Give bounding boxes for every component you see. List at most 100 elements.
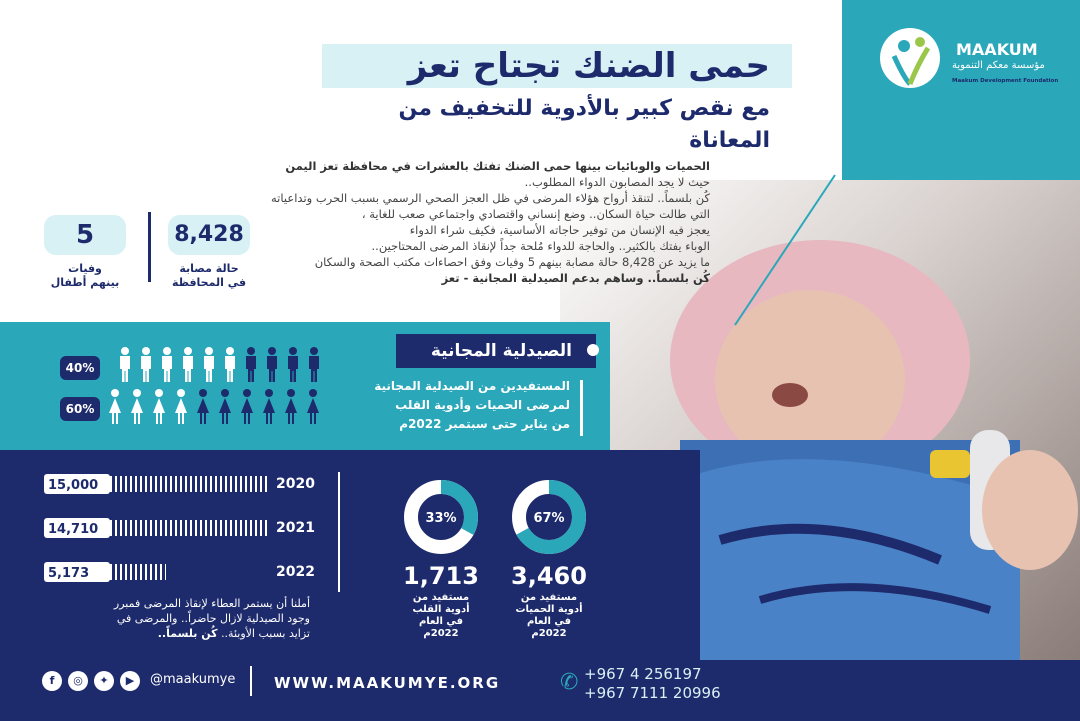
logo-icon [891,37,931,86]
female-figure-icon [307,389,319,424]
female-figure-icon [197,389,209,424]
donut-label: في العام [418,616,464,627]
year-value-box: 15,000 [44,474,110,494]
male-figure-icon [288,347,298,382]
year-bar-fill [110,564,166,580]
closing-bold: كُن بلسماً.. [157,627,218,640]
male-figure-icon [204,347,214,382]
subtitle-box: مع نقص كبير بالأدوية للتخفيف من المعاناة [322,93,792,153]
donut-pct: 33% [425,511,456,526]
female-figure-icon [153,389,165,424]
closing-line: وجود الصيدلية لازال حاضراً.. والمرضى في [116,612,310,625]
donut-label: أدوية القلب [412,604,470,615]
donut-chart: 67% [512,480,586,554]
twitter-icon[interactable]: ✦ [94,671,114,691]
male-figures [118,347,328,385]
female-figure-icon [109,389,121,424]
year-value-box: 14,710 [44,518,110,538]
youtube-icon[interactable]: ▶ [120,671,140,691]
phone-1[interactable]: +967 4 256197 [584,665,702,683]
pharmacy-desc-line: لمرضى الحميات وأدوية القلب [395,398,570,412]
cases-value: 8,428 [168,215,250,255]
donut-caption: مستفيد من أدوية القلب في العام 2022م [398,592,484,640]
desc-divider [580,380,583,436]
male-figure-icon [162,347,172,382]
pharmacy-desc-line: المستفيدين من الصيدلية المجانية [374,379,570,393]
intro-text: الحميات والوبائيات بينها حمى الضنك تفتك … [250,158,710,286]
cases-label-1: حالة مصابة [179,262,239,275]
donut-pct: 67% [533,511,564,526]
instagram-icon[interactable]: ◎ [68,671,88,691]
pharmacy-heading: الصيدلية المجانية [430,341,572,361]
baby-photo [560,180,1080,660]
closing-line: تزايد بسبب الأوبئة.. [221,627,310,640]
donut-charts: 67% 3,460 مستفيد من أدوية الحميات في العام 20… [390,478,587,658]
female-figure-icon [131,389,143,424]
deaths-value: 5 [44,215,126,255]
intro-line: ما يزيد عن 8,428 حالة مصابة بينهم 5 وفيا… [314,255,710,269]
donut-label: أدوية الحميات [515,604,583,615]
female-figure-icon [285,389,297,424]
donut-label: في العام [526,616,572,627]
female-figure-icon [263,389,275,424]
pharmacy-desc: المستفيدين من الصيدلية المجانية لمرضى ال… [344,377,570,434]
donut-value: 3,460 [511,562,587,590]
phone-icon: ✆ [560,670,579,695]
intro-line: الوباء يفتك بالكثير.. والحاجة للدواء مُل… [371,239,710,253]
female-figures [108,389,328,427]
brand-subtitle: Maakum Development Foundation [952,78,1059,84]
footer-divider [250,666,252,696]
facebook-icon[interactable]: f [42,671,62,691]
year-label: 2021 [276,520,315,536]
female-figure-icon [241,389,253,424]
social-icons: f ◎ ✦ ▶ [42,671,140,691]
male-figure-icon [183,347,193,382]
intro-line: حيث لا يجد المصابون الدواء المطلوب.. [524,175,710,189]
male-figure-icon [225,347,235,382]
year-bar-fill [110,520,267,536]
bullet-dot [587,344,599,356]
intro-line: التي طالت حياة السكان.. وضع إنساني واقتص… [361,207,710,221]
maakum-logo [880,28,940,88]
yearly-beneficiaries: 15,000 2020 14,710 2021 5,173 2022 [44,474,334,594]
year-value-box: 5,173 [44,562,110,582]
year-label: 2020 [276,476,315,492]
year-bar-fill [110,476,270,492]
donut-label: مستفيد من [520,592,578,603]
divider [148,212,151,282]
intro-line: يعجز فيه الإنسان من توفير حاجاته الأساسي… [409,223,710,237]
deaths-label-2: بينهم أطفال [50,276,120,289]
donut-chart: 33% [404,480,478,554]
male-figure-icon [141,347,151,382]
donut-label: 2022م [423,628,459,639]
male-figure-icon [246,347,256,382]
donut-caption: مستفيد من أدوية الحميات في العام 2022م [506,592,592,640]
page-subtitle: مع نقص كبير بالأدوية للتخفيف من المعاناة [398,96,770,153]
social-handle[interactable]: @maakumye [150,672,236,687]
year-label: 2022 [276,564,315,580]
pharmacy-heading-box: الصيدلية المجانية [396,334,596,368]
page-title: حمى الضنك تجتاح تعز [407,46,770,86]
donut-label: 2022م [531,628,567,639]
donut-segment [404,480,478,554]
intro-line: كُن بلسماً.. وساهم بدعم الصيدلية المجاني… [441,271,710,285]
year-value: 5,173 [48,566,90,581]
female-figure-icon [175,389,187,424]
male-figure-icon [309,347,319,382]
cases-label-2: في المحافظة [171,276,247,289]
male-pct-badge: 40% [60,356,100,380]
male-figure-icon [120,347,130,382]
phone-2[interactable]: +967 7111 20996 [584,684,721,702]
year-value: 14,710 [48,522,99,537]
accent-line [734,174,836,326]
donut-segment [512,480,586,554]
deaths-label-1: وفيات [68,262,102,275]
pharmacy-desc-line: من يناير حتى سبتمبر 2022م [399,417,570,431]
intro-line: كُن بلسماً.. لتنقذ أرواح هؤلاء المرضى في… [271,191,710,205]
years-divider [338,472,340,592]
female-pct-badge: 60% [60,397,100,421]
website-link[interactable]: WWW.MAAKUMYE.ORG [274,674,501,692]
year-value: 15,000 [48,478,99,493]
female-figure-icon [219,389,231,424]
donut-value: 1,713 [403,562,479,590]
